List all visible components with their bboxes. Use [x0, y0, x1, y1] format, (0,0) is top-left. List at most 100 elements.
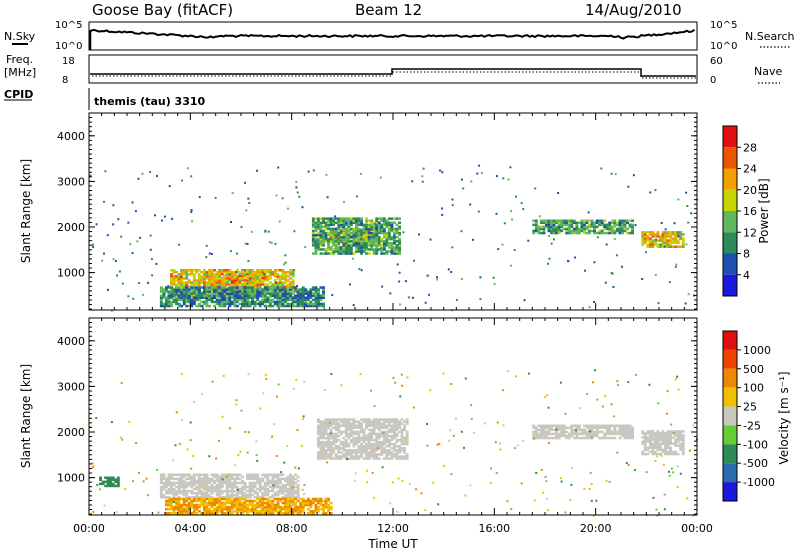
heatmap-cell [385, 432, 389, 436]
heatmap-cell [314, 304, 318, 308]
heatmap-cell [641, 235, 645, 238]
heatmap-cell [342, 436, 346, 440]
heatmap-cell [208, 252, 211, 255]
heatmap-cell [365, 217, 368, 220]
heatmap-cell [291, 298, 295, 302]
heatmap-cell [167, 285, 170, 288]
heatmap-cell [177, 275, 181, 278]
heatmap-cell [366, 481, 369, 484]
heatmap-cell [268, 241, 271, 244]
heatmap-cell [203, 499, 206, 503]
heatmap-cell [230, 477, 234, 481]
heatmap-cell [172, 481, 176, 485]
heatmap-cell [380, 453, 384, 456]
heatmap-cell [228, 501, 232, 505]
heatmap-cell [218, 494, 222, 497]
heatmap-cell [225, 492, 229, 495]
heatmap-cell [180, 505, 184, 509]
heatmap-cell [294, 501, 298, 505]
heatmap-cell [223, 489, 227, 493]
heatmap-cell [218, 496, 222, 499]
heatmap-cell [590, 424, 594, 427]
heatmap-cell [210, 289, 214, 292]
heatmap-cell [261, 503, 265, 507]
heatmap-cell [190, 286, 194, 289]
heatmap-cell [192, 483, 196, 487]
heatmap-cell [552, 432, 556, 436]
heatmap-cell [223, 275, 227, 278]
heatmap-cell [246, 477, 249, 481]
heatmap-cell [342, 246, 346, 249]
heatmap-cell [238, 481, 242, 485]
heatmap-cell [557, 221, 561, 224]
heatmap-cell [679, 432, 683, 435]
heatmap-cell [182, 499, 186, 503]
heatmap-cell [646, 430, 650, 433]
heatmap-cell [167, 477, 171, 481]
heatmap-cell [390, 455, 394, 458]
heatmap-cell [180, 283, 184, 286]
heatmap-cell [334, 428, 338, 432]
heatmap-cell [626, 231, 629, 235]
heatmap-cell [191, 220, 194, 223]
heatmap-cell [294, 473, 298, 476]
heatmap-cell [319, 424, 323, 427]
heatmap-cell [550, 225, 553, 229]
heatmap-cell [344, 244, 348, 247]
heatmap-cell [656, 235, 660, 238]
heatmap-cell [235, 477, 239, 481]
heatmap-cell [304, 288, 308, 291]
heatmap-cell [322, 512, 325, 515]
heatmap-cell [393, 424, 396, 427]
heatmap-cell [654, 273, 657, 276]
heatmap-cell [387, 233, 391, 237]
heatmap-cell [175, 296, 178, 299]
heatmap-cell [539, 231, 543, 235]
heatmap-cell [182, 271, 186, 274]
heatmap-cell [210, 296, 214, 299]
heatmap-cell [111, 484, 115, 488]
heatmap-cell [248, 288, 252, 291]
heatmap-cell [534, 187, 537, 190]
heatmap-cell [228, 298, 232, 302]
heatmap-cell [241, 288, 244, 291]
heatmap-cell [271, 510, 275, 513]
heatmap-cell [172, 473, 176, 476]
heatmap-cell [187, 269, 191, 272]
heatmap-cell [534, 436, 538, 440]
heatmap-cell [575, 225, 579, 229]
heatmap-cell [669, 430, 672, 433]
heatmap-cell [462, 187, 465, 190]
heatmap-cell [415, 488, 418, 491]
heatmap-cell [322, 424, 325, 427]
heatmap-cell [344, 445, 348, 448]
heatmap-cell [628, 426, 632, 429]
heatmap-cell [186, 448, 189, 451]
heatmap-cell [279, 279, 282, 282]
heatmap-cell [223, 302, 227, 306]
heatmap-cell [284, 499, 287, 503]
heatmap-cell [659, 237, 662, 240]
heatmap-cell [127, 221, 130, 224]
heatmap-cell [281, 477, 285, 481]
heatmap-cell [643, 436, 647, 439]
heatmap-cell [248, 286, 252, 289]
heatmap-cell [241, 475, 244, 479]
heatmap-cell [590, 430, 594, 434]
heatmap-cell [241, 290, 244, 293]
heatmap-cell [92, 465, 95, 468]
heatmap-cell [192, 496, 196, 499]
heatmap-cell [208, 296, 211, 299]
heatmap-cell [304, 296, 308, 299]
heatmap-cell [223, 269, 227, 272]
heatmap-cell [243, 288, 247, 291]
heatmap-cell [246, 269, 249, 272]
heatmap-cell [659, 243, 662, 246]
heatmap-cell [200, 481, 204, 485]
heatmap-cell [327, 418, 330, 421]
heatmap-cell [248, 475, 252, 479]
heatmap-cell [393, 442, 396, 446]
heatmap-cell [203, 481, 206, 485]
heatmap-cell [390, 442, 394, 446]
heatmap-cell [385, 430, 389, 434]
